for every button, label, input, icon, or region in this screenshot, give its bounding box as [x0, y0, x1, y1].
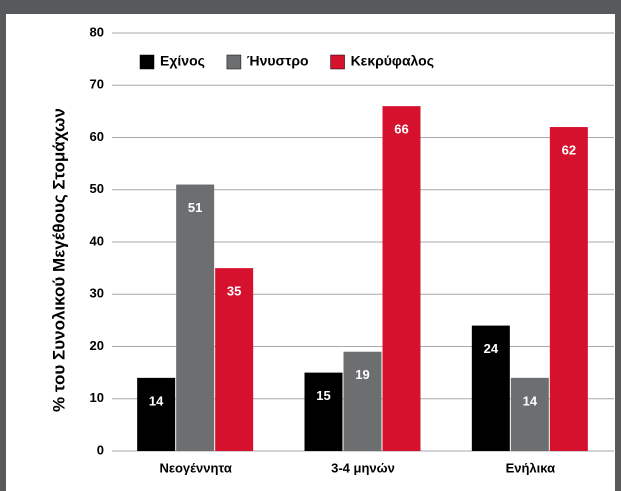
bar [510, 377, 549, 451]
bar [549, 127, 588, 452]
y-tick-label: 20 [90, 338, 104, 353]
y-tick-label: 80 [90, 24, 104, 39]
bar [382, 106, 421, 452]
x-tick-label: Ενήλικα [506, 460, 556, 475]
y-tick-label: 10 [90, 390, 104, 405]
y-axis-label: % του Συνολικού Μεγέθους Στομάχων [49, 108, 68, 412]
y-tick-label: 60 [90, 129, 104, 144]
legend-label: Εχίνος [160, 53, 205, 69]
data-label: 66 [394, 122, 408, 137]
bar [343, 351, 382, 451]
legend-swatch [226, 54, 242, 70]
data-label: 15 [316, 388, 330, 403]
data-label: 51 [188, 200, 202, 215]
data-label: 19 [355, 367, 369, 382]
legend-label: Ήνυστρο [247, 53, 309, 69]
x-tick-label: 3-4 μηνών [331, 460, 395, 475]
data-label: 14 [523, 393, 538, 408]
data-label: 62 [562, 142, 576, 157]
data-label: 24 [484, 341, 499, 356]
legend-swatch [330, 54, 345, 70]
y-tick-label: 40 [90, 233, 104, 248]
data-label: 14 [149, 393, 164, 408]
x-tick-label: Νεογέννητα [159, 460, 231, 475]
y-tick-label: 50 [90, 181, 104, 196]
legend-swatch [139, 54, 155, 70]
bar [137, 377, 176, 451]
y-tick-label: 0 [97, 442, 104, 457]
y-tick-label: 70 [90, 77, 104, 92]
bar [215, 268, 254, 451]
bar [176, 184, 215, 451]
data-label: 35 [227, 284, 241, 299]
legend-label: Κεκρύφαλος [351, 53, 434, 69]
bar [471, 325, 510, 451]
bar [304, 372, 343, 451]
y-tick-label: 30 [90, 286, 104, 301]
